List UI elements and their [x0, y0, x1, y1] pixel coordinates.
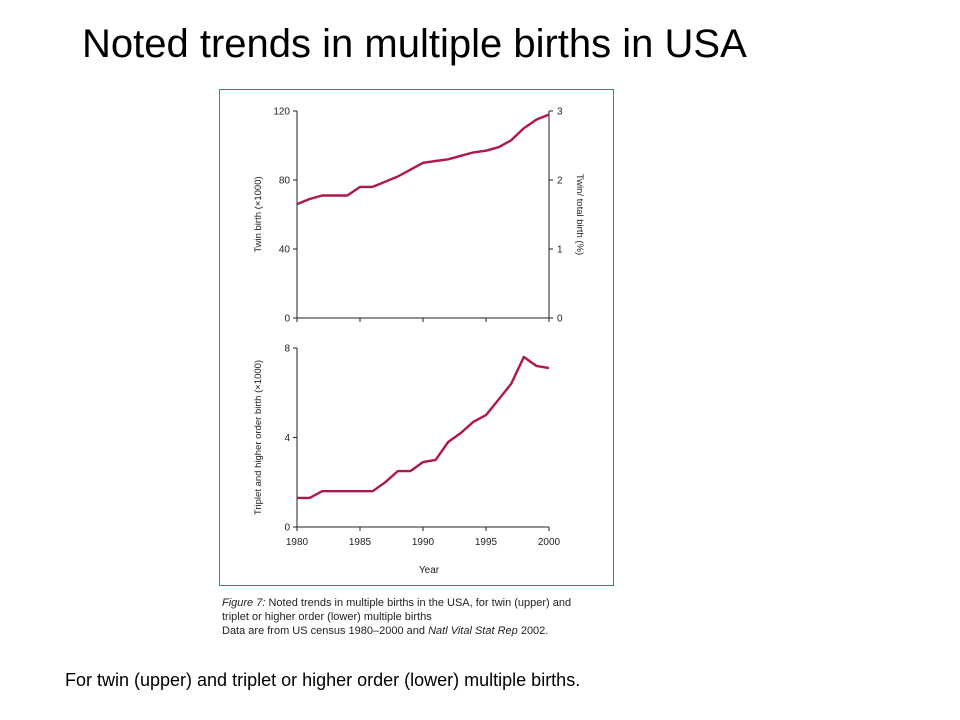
triplet-panel: 0 4 8 1980 1985 1990 1995 2000 Triplet and hig…: [253, 344, 561, 577]
y2-tick-label: 0: [557, 314, 563, 325]
x-tick-label: 1990: [412, 537, 435, 548]
y2-tick-label: 2: [557, 176, 563, 187]
figure-frame: [219, 89, 614, 586]
y-tick-label: 4: [284, 433, 290, 444]
x-tick-label: 2000: [538, 537, 561, 548]
triplet-y-ticks: 0 4 8: [284, 344, 297, 534]
x-tick-label: 1995: [475, 537, 498, 548]
twin-y-ticks: 0 40 80 120: [273, 107, 297, 325]
y2-tick-label: 1: [557, 245, 563, 256]
twin-y2-ticks: 0 1 2 3: [549, 107, 563, 325]
figure-caption: Figure 7: Noted trends in multiple birth…: [222, 596, 622, 638]
slide-footer: For twin (upper) and triplet or higher o…: [65, 670, 581, 690]
caption-source-suffix: 2002.: [517, 625, 549, 637]
y-tick-label: 0: [284, 523, 290, 534]
caption-line-2: triplet or higher order (lower) multiple…: [222, 611, 432, 623]
y-tick-label: 120: [273, 107, 290, 118]
triplet-y-axis-label: Triplet and higher order birth (×1000): [253, 360, 264, 515]
twin-panel: 0 40 80 120 0 1 2 3 Twin birth (×1000) Twin/ t…: [253, 107, 585, 325]
twin-y-axis-label: Twin birth (×1000): [253, 176, 264, 252]
twin-series-line: [296, 113, 550, 206]
twin-y2-axis-label: Twin/ total birth (%): [574, 174, 585, 255]
triplet-series-line: [297, 355, 550, 500]
x-tick-label: 1980: [286, 537, 309, 548]
x-tick-label: 1985: [349, 537, 372, 548]
x-axis-label: Year: [419, 565, 440, 576]
caption-figure-label: Figure 7:: [222, 597, 266, 609]
y-tick-label: 40: [279, 245, 291, 256]
caption-source-prefix: Data are from US census 1980–2000 and: [222, 625, 429, 637]
y-tick-label: 80: [279, 176, 291, 187]
slide-title: Noted trends in multiple births in USA: [82, 22, 747, 66]
twin-axes: [296, 111, 550, 319]
triplet-axes: [296, 348, 549, 528]
caption-line-1: Figure 7: Noted trends in multiple birth…: [222, 596, 622, 610]
caption-line-3: Data are from US census 1980–2000 and Na…: [222, 624, 622, 638]
y-tick-label: 0: [284, 314, 290, 325]
caption-line-1-text: Noted trends in multiple births in the U…: [265, 597, 572, 609]
triplet-x-ticks: 1980 1985 1990 1995 2000: [286, 527, 561, 548]
caption-journal: Natl Vital Stat Rep: [428, 625, 518, 637]
twin-x-ticks: [296, 318, 550, 322]
y2-tick-label: 3: [557, 107, 563, 118]
y-tick-label: 8: [284, 344, 290, 355]
